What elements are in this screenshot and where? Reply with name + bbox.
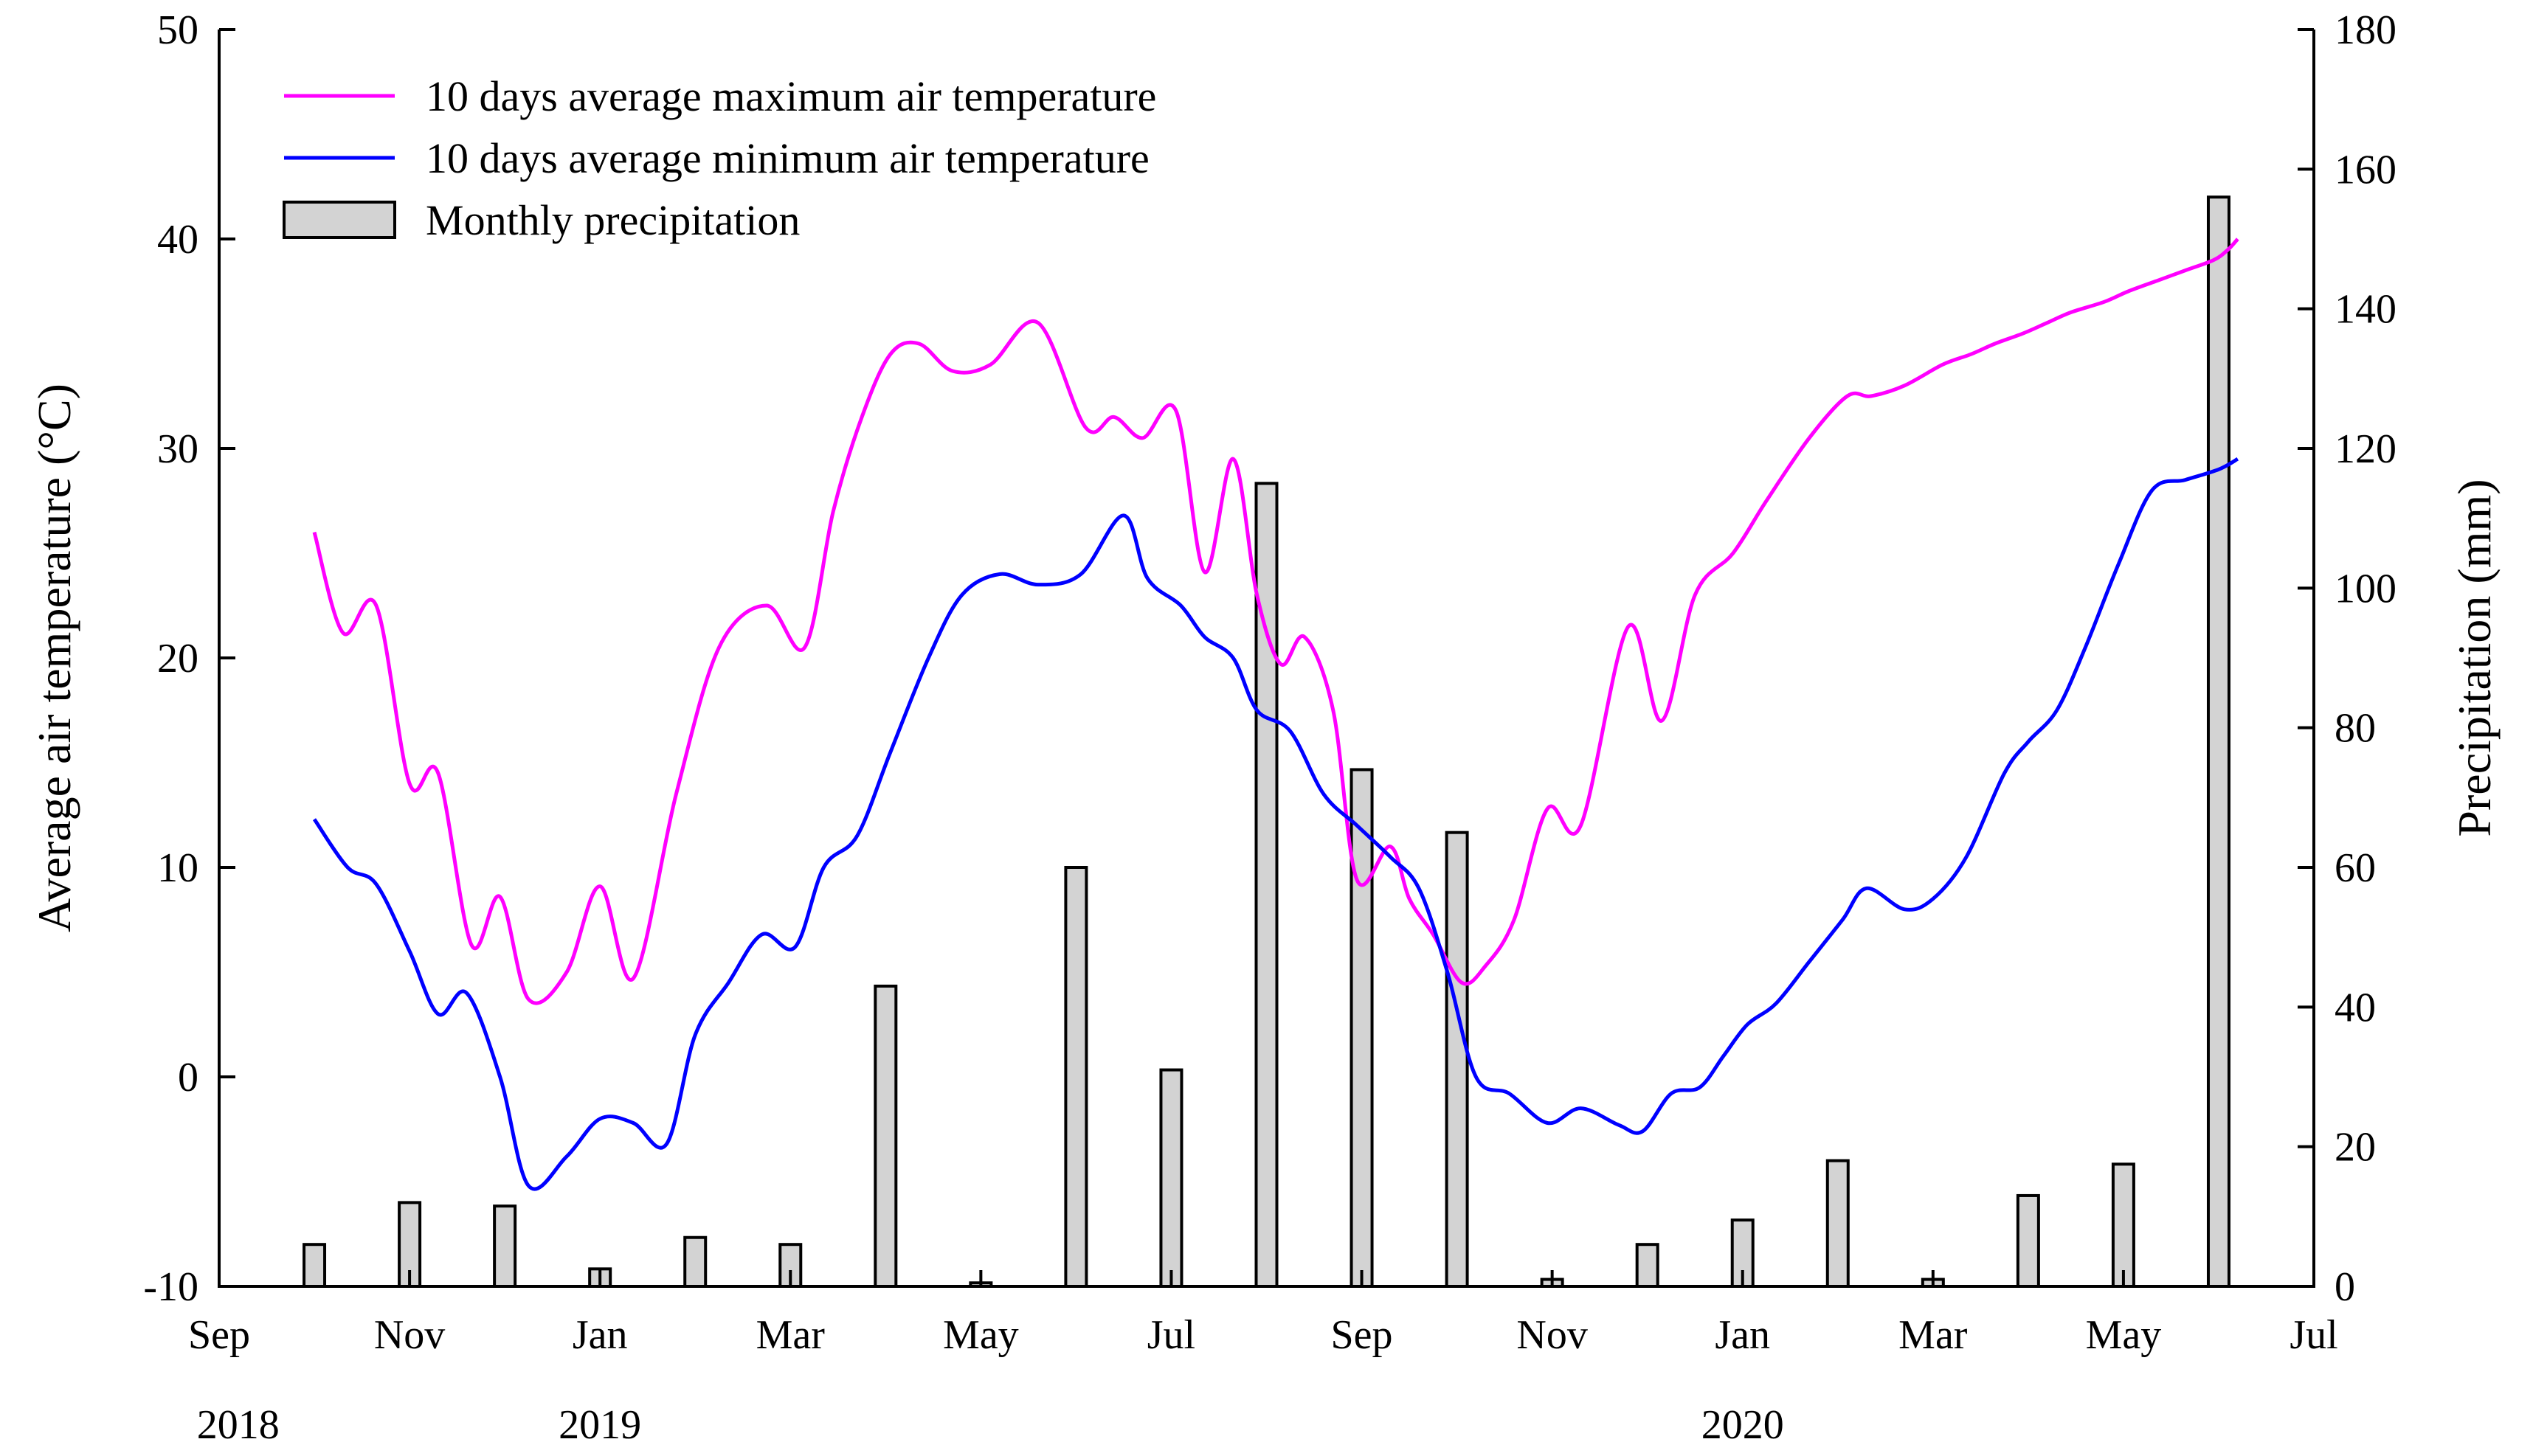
y-axis-title: Average air temperature (°C) — [28, 384, 80, 932]
y-tick-label: -10 — [143, 1264, 198, 1310]
precipitation-bars — [303, 195, 2230, 1289]
precipitation-bar — [2016, 1193, 2040, 1289]
precipitation-bar — [1254, 482, 1279, 1288]
y-tick-label: 40 — [157, 217, 198, 263]
precipitation-bar — [2111, 1162, 2135, 1289]
axes: -10 0 10 20 30 40 50 0 20 40 60 80 100 120 140 160 180 Se… — [143, 7, 2396, 1448]
min-temperature-line — [312, 457, 2239, 1191]
precipitation-bar — [874, 984, 898, 1289]
legend-label: 10 days average maximum air temperature — [426, 72, 1156, 120]
precipitation-bar — [1350, 768, 1374, 1288]
y-tick-label: 50 — [157, 7, 198, 53]
y2-tick-label: 60 — [2335, 845, 2376, 891]
x-tick-label: Sep — [1331, 1312, 1393, 1358]
precipitation-bar — [493, 1204, 517, 1288]
max-temperature-line — [312, 238, 2239, 1005]
x-tick-label: Mar — [1898, 1312, 1968, 1358]
precipitation-bar — [1445, 831, 1469, 1288]
precipitation-bar — [683, 1235, 708, 1288]
y-tick-label: 0 — [178, 1055, 198, 1100]
legend-label: Monthly precipitation — [426, 196, 800, 244]
y-tick-label: 30 — [157, 426, 198, 472]
x-tick-label: Jul — [1147, 1312, 1195, 1358]
y2-tick-label: 80 — [2335, 706, 2376, 752]
y-tick-label: 20 — [157, 636, 198, 682]
x-tick-label: Jul — [2290, 1312, 2337, 1358]
y2-tick-label: 180 — [2335, 7, 2396, 53]
legend: 10 days average maximum air temperature 1… — [283, 72, 1156, 244]
y2-tick-label: 100 — [2335, 566, 2396, 611]
year-label: 2019 — [559, 1402, 641, 1448]
y2-tick-label: 140 — [2335, 287, 2396, 333]
precipitation-bar — [1064, 866, 1088, 1288]
precipitation-bar — [2206, 195, 2230, 1289]
y2-tick-label: 120 — [2335, 426, 2396, 472]
y2-tick-label: 0 — [2335, 1264, 2355, 1310]
year-label: 2018 — [197, 1402, 280, 1448]
y2-tick-label: 160 — [2335, 147, 2396, 193]
precipitation-bar — [1159, 1068, 1183, 1288]
x-tick-label: May — [2086, 1312, 2162, 1358]
y-tick-label: 10 — [157, 845, 198, 891]
y2-tick-label: 20 — [2335, 1125, 2376, 1171]
precipitation-bar — [1635, 1243, 1659, 1288]
x-tick-label: Jan — [573, 1312, 628, 1358]
x-tick-label: Sep — [188, 1312, 250, 1358]
legend-bar-swatch — [283, 201, 396, 239]
temperature-lines — [312, 238, 2239, 1191]
y2-axis-title: Precipitation (mm) — [2448, 479, 2501, 836]
year-label: 2020 — [1701, 1402, 1784, 1448]
x-tick-label: Mar — [756, 1312, 826, 1358]
x-tick-label: Nov — [1516, 1312, 1587, 1358]
precipitation-bar — [303, 1243, 327, 1288]
x-tick-label: Jan — [1715, 1312, 1770, 1358]
precipitation-bar — [1825, 1159, 1850, 1288]
legend-label: 10 days average minimum air temperature — [426, 134, 1150, 182]
x-tick-label: May — [943, 1312, 1019, 1358]
x-tick-label: Nov — [374, 1312, 445, 1358]
y2-tick-label: 40 — [2335, 985, 2376, 1030]
